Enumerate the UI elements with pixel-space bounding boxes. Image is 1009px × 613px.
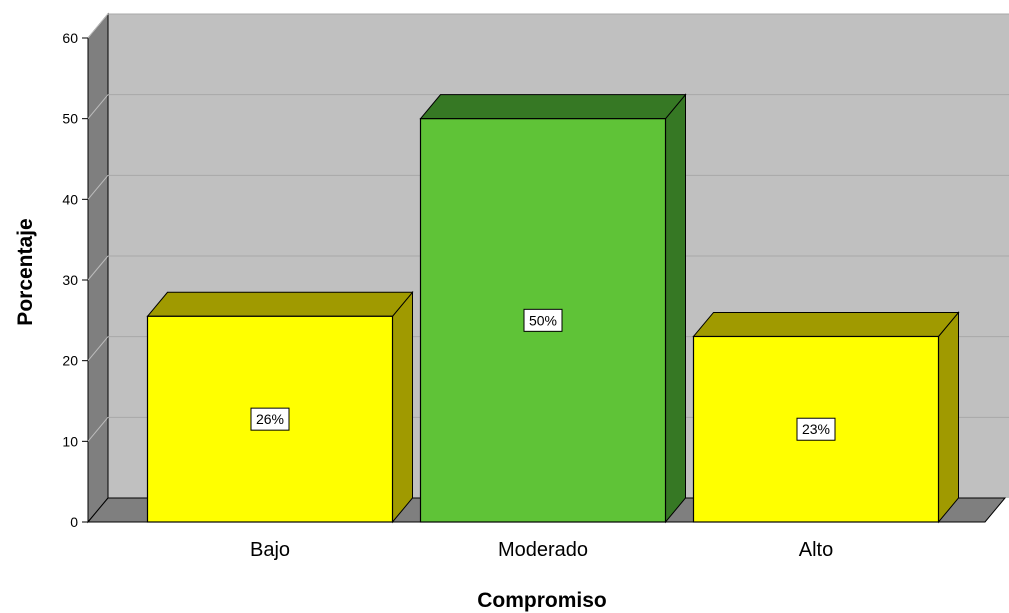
bar-moderado: 50% [419, 93, 687, 524]
x-axis-title: Compromiso [477, 589, 607, 612]
bar-bajo: 26% [146, 290, 414, 524]
data-label: 50% [529, 312, 557, 328]
y-tick-label: 60 [62, 30, 78, 46]
grid-line-side [87, 94, 109, 119]
grid-line-side [87, 255, 109, 281]
data-label: 23% [802, 421, 830, 437]
grid-line-side [87, 13, 109, 39]
x-tick-label: Alto [799, 539, 833, 561]
y-tick-label: 0 [70, 514, 78, 530]
x-axis-labels: Bajo Moderado Alto [250, 539, 833, 561]
data-label-box [796, 417, 836, 441]
y-axis-title: Porcentaje [14, 218, 37, 325]
bar-top [692, 311, 960, 337]
data-label-box [523, 308, 563, 332]
bar-alto: 23% [692, 311, 960, 524]
bar-top [419, 94, 687, 120]
data-label-box [250, 407, 290, 431]
y-tick-label: 40 [62, 191, 78, 207]
bar-top [146, 291, 414, 317]
bar-side [665, 93, 686, 524]
y-tick-label: 30 [62, 272, 78, 288]
data-label: 26% [256, 411, 284, 427]
bar-side [938, 311, 959, 524]
grid-line-side [87, 417, 109, 442]
bars: 26% 50% 23% [146, 93, 960, 524]
bar-side [392, 290, 413, 524]
grid-line-side [87, 336, 109, 361]
y-axis-ticks: 0 10 20 30 40 50 60 [62, 30, 88, 530]
x-tick-label: Bajo [250, 539, 290, 561]
x-tick-label: Moderado [498, 539, 588, 561]
y-tick-label: 10 [62, 433, 78, 449]
y-tick-label: 50 [62, 111, 78, 127]
grid-line-side [87, 175, 109, 200]
y-tick-label: 20 [62, 353, 78, 369]
